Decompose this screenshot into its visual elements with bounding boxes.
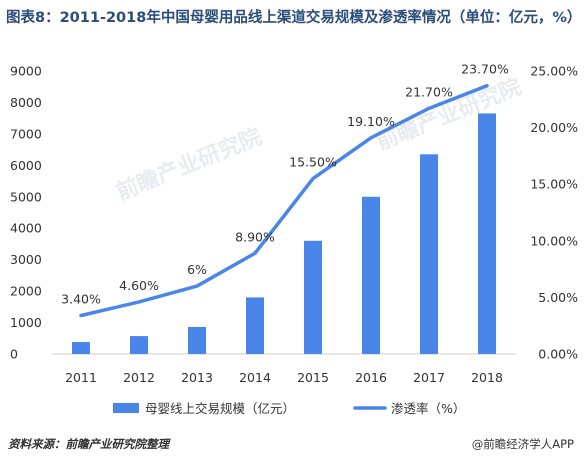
left-tick-label: 6000	[10, 158, 42, 173]
left-tick-label: 5000	[10, 189, 42, 204]
left-tick-label: 4000	[10, 221, 42, 236]
line-data-labels: 3.40% 4.60% 6% 8.90% 15.50% 19.10% 21.70% 23.70…	[61, 62, 509, 307]
source-note: 资料来源：前瞻产业研究院整理	[8, 437, 169, 451]
legend-line-label: 渗透率（%）	[391, 401, 465, 416]
bar-2012	[130, 336, 148, 354]
line-data-label: 15.50%	[289, 155, 337, 170]
right-axis-ticks: 0.00% 5.00% 10.00% 15.00% 20.00% 25.00%	[530, 64, 578, 362]
right-tick-label: 0.00%	[538, 347, 578, 362]
x-tick-label: 2014	[239, 370, 271, 385]
bar-2015	[304, 240, 322, 354]
left-tick-label: 0	[10, 347, 18, 362]
right-tick-label: 20.00%	[530, 120, 578, 135]
bar-2014	[246, 297, 264, 354]
x-tick-label: 2017	[413, 370, 445, 385]
line-data-label: 6%	[187, 262, 207, 277]
line-data-label: 23.70%	[461, 62, 509, 77]
right-tick-label: 5.00%	[538, 290, 578, 305]
bar-series	[72, 113, 496, 354]
bar-2018	[478, 113, 496, 354]
bar-2011	[72, 342, 90, 354]
watermark-text: 前瞻产业研究院	[113, 124, 266, 206]
right-tick-label: 25.00%	[530, 64, 578, 79]
x-axis-labels: 2011 2012 2013 2014 2015 2016 2017 2018	[65, 370, 503, 385]
x-tick-label: 2016	[355, 370, 387, 385]
left-tick-label: 7000	[10, 126, 42, 141]
line-data-label: 21.70%	[405, 84, 453, 99]
left-tick-label: 8000	[10, 95, 42, 110]
right-tick-label: 10.00%	[530, 233, 578, 248]
legend-bar-swatch	[113, 403, 139, 413]
line-data-label: 3.40%	[61, 292, 101, 307]
penetration-line	[79, 83, 489, 318]
x-tick-label: 2015	[297, 370, 329, 385]
right-tick-label: 15.00%	[530, 177, 578, 192]
x-tick-label: 2018	[471, 370, 503, 385]
bar-2013	[188, 326, 206, 354]
chart-title: 图表8：2011-2018年中国母婴用品线上渠道交易规模及渗透率情况（单位：亿元…	[6, 10, 582, 26]
brand-credit: @前瞻经济学人APP	[471, 437, 574, 451]
legend: 母婴线上交易规模（亿元） 渗透率（%）	[113, 401, 465, 416]
line-data-label: 19.10%	[347, 114, 395, 129]
bar-2017	[420, 154, 438, 354]
x-tick-label: 2013	[181, 370, 213, 385]
legend-bar-label: 母婴线上交易规模（亿元）	[145, 401, 295, 416]
left-tick-label: 9000	[10, 64, 42, 79]
left-tick-label: 2000	[10, 284, 42, 299]
x-tick-label: 2012	[123, 370, 155, 385]
line-data-label: 8.90%	[235, 229, 275, 244]
bar-2016	[362, 196, 380, 354]
left-tick-label: 3000	[10, 252, 42, 267]
line-data-label: 4.60%	[119, 278, 159, 293]
left-tick-label: 1000	[10, 315, 42, 330]
left-axis-ticks: 0 1000 2000 3000 4000 5000 6000 7000 8000 9000	[10, 64, 42, 362]
x-tick-label: 2011	[65, 370, 97, 385]
